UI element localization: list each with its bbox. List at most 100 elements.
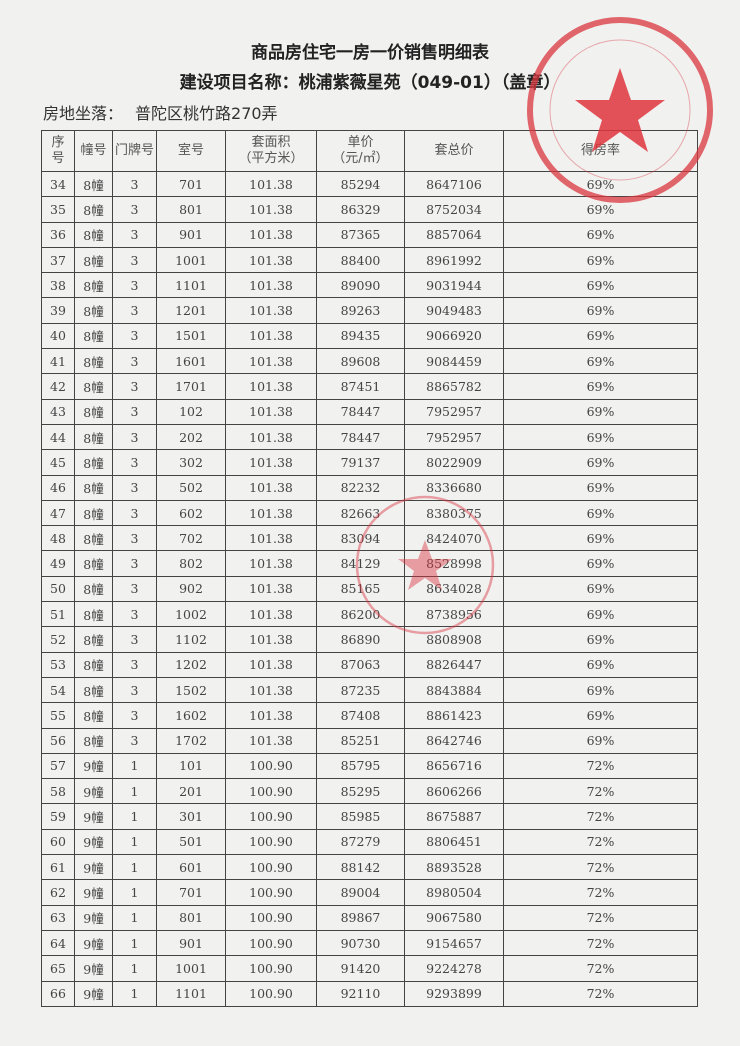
cell-building: 8幢	[74, 449, 113, 476]
cell-room: 202	[156, 423, 226, 451]
cell-area: 100.90	[225, 904, 317, 931]
table-row: 40 8幢 3 1501 101.38 89435 9066920 69%	[41, 322, 698, 350]
cell-room: 1702	[156, 727, 226, 754]
cell-total-price: 8980504	[404, 879, 504, 906]
cell-total-price: 9066920	[404, 322, 504, 350]
cell-unit-price: 87408	[316, 702, 405, 729]
cell-seq: 40	[41, 322, 75, 350]
cell-room: 1201	[156, 297, 226, 324]
cell-efficiency: 72%	[503, 980, 698, 1007]
table-row: 38 8幢 3 1101 101.38 89090 9031944 69%	[41, 272, 698, 299]
cell-door: 3	[112, 575, 157, 603]
cell-door: 1	[112, 854, 157, 881]
cell-area: 101.38	[225, 651, 317, 678]
cell-total-price: 9067580	[404, 904, 504, 931]
cell-unit-price: 89090	[316, 272, 405, 299]
cell-area: 101.38	[225, 272, 317, 299]
cell-total-price: 8893528	[404, 854, 504, 881]
cell-area: 101.38	[225, 702, 317, 729]
cell-area: 100.90	[225, 828, 317, 856]
cell-area: 101.38	[225, 575, 317, 603]
cell-room: 902	[156, 575, 226, 603]
header-line: 室号	[177, 143, 204, 158]
cell-efficiency: 72%	[503, 854, 698, 881]
table-row: 49 8幢 3 802 101.38 84129 8528998 69%	[41, 550, 698, 577]
cell-unit-price: 92110	[316, 980, 405, 1007]
cell-area: 100.90	[225, 929, 317, 957]
cell-building: 9幢	[74, 828, 113, 856]
cell-building: 8幢	[74, 272, 113, 299]
cell-unit-price: 85985	[316, 803, 405, 830]
table-row: 59 9幢 1 301 100.90 85985 8675887 72%	[41, 803, 698, 830]
cell-unit-price: 89004	[316, 879, 405, 906]
cell-unit-price: 87365	[316, 221, 405, 248]
cell-door: 1	[112, 803, 157, 830]
cell-seq: 51	[41, 601, 75, 628]
cell-door: 3	[112, 221, 157, 248]
cell-seq: 46	[41, 474, 75, 501]
cell-total-price: 8606266	[404, 778, 504, 805]
header-line: 得房率	[580, 143, 620, 158]
cell-door: 3	[112, 474, 157, 501]
cell-building: 9幢	[74, 904, 113, 931]
cell-area: 100.90	[225, 803, 317, 830]
table-row: 52 8幢 3 1102 101.38 86890 8808908 69%	[41, 626, 698, 653]
cell-efficiency: 69%	[503, 322, 698, 350]
cell-door: 1	[112, 904, 157, 931]
table-row: 48 8幢 3 702 101.38 83094 8424070 69%	[41, 525, 698, 552]
cell-room: 101	[156, 752, 226, 780]
cell-room: 601	[156, 854, 226, 881]
cell-room: 701	[156, 879, 226, 906]
cell-room: 801	[156, 904, 226, 931]
cell-area: 101.38	[225, 676, 317, 704]
cell-door: 3	[112, 727, 157, 754]
table-row: 60 9幢 1 501 100.90 87279 8806451 72%	[41, 828, 698, 856]
cell-total-price: 9154657	[404, 929, 504, 957]
cell-efficiency: 69%	[503, 702, 698, 729]
cell-seq: 52	[41, 626, 75, 653]
cell-door: 3	[112, 373, 157, 400]
table-row: 55 8幢 3 1602 101.38 87408 8861423 69%	[41, 702, 698, 729]
table-row: 63 9幢 1 801 100.90 89867 9067580 72%	[41, 904, 698, 931]
cell-building: 9幢	[74, 803, 113, 830]
cell-total-price: 8843884	[404, 676, 504, 704]
cell-total-price: 8424070	[404, 525, 504, 552]
cell-efficiency: 69%	[503, 170, 698, 198]
cell-area: 101.38	[225, 398, 317, 425]
cell-unit-price: 87279	[316, 828, 405, 856]
cell-total-price: 8642746	[404, 727, 504, 754]
table-row: 65 9幢 1 1001 100.90 91420 9224278 72%	[41, 955, 698, 982]
cell-total-price: 8528998	[404, 550, 504, 577]
cell-total-price: 8857064	[404, 221, 504, 248]
table-row: 46 8幢 3 502 101.38 82232 8336680 69%	[41, 474, 698, 501]
cell-building: 9幢	[74, 778, 113, 805]
cell-room: 701	[156, 170, 226, 198]
cell-unit-price: 85165	[316, 575, 405, 603]
cell-unit-price: 89435	[316, 322, 405, 350]
table-row: 57 9幢 1 101 100.90 85795 8656716 72%	[41, 752, 698, 780]
cell-unit-price: 86890	[316, 626, 405, 653]
cell-room: 801	[156, 196, 226, 223]
cell-total-price: 8634028	[404, 575, 504, 603]
cell-room: 102	[156, 398, 226, 425]
cell-total-price: 8808908	[404, 626, 504, 653]
cell-unit-price: 78447	[316, 398, 405, 425]
table-row: 58 9幢 1 201 100.90 85295 8606266 72%	[41, 778, 698, 805]
cell-door: 3	[112, 348, 157, 375]
cell-total-price: 9031944	[404, 272, 504, 299]
cell-room: 501	[156, 828, 226, 856]
table-row: 61 9幢 1 601 100.90 88142 8893528 72%	[41, 854, 698, 881]
cell-seq: 45	[41, 449, 75, 476]
cell-seq: 62	[41, 879, 75, 906]
cell-building: 8幢	[74, 196, 113, 223]
cell-building: 8幢	[74, 601, 113, 628]
cell-efficiency: 69%	[503, 601, 698, 628]
cell-seq: 60	[41, 828, 75, 856]
table-row: 62 9幢 1 701 100.90 89004 8980504 72%	[41, 879, 698, 906]
cell-room: 702	[156, 525, 226, 552]
table-row: 37 8幢 3 1001 101.38 88400 8961992 69%	[41, 246, 698, 274]
cell-area: 101.38	[225, 423, 317, 451]
cell-area: 101.38	[225, 601, 317, 628]
cell-area: 101.38	[225, 727, 317, 754]
cell-efficiency: 72%	[503, 803, 698, 830]
